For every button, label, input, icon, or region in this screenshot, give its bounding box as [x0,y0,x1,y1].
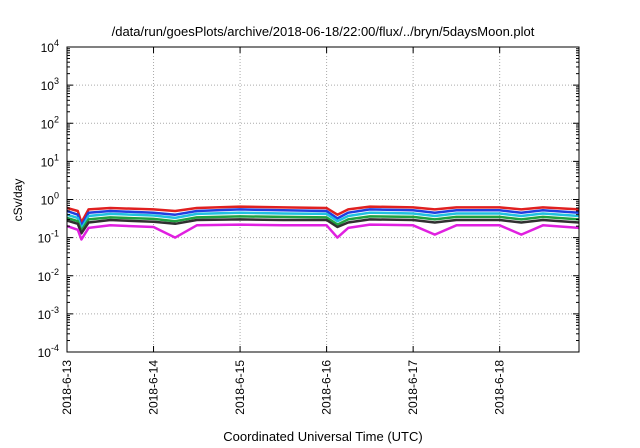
y-tick-base: 10 [41,194,55,208]
y-tick-base: 10 [41,155,55,169]
series-line [66,218,580,235]
series-group [66,205,580,241]
grid [67,47,579,352]
x-tick-label: 2018-6-14 [147,360,161,415]
x-axis: 2018-6-13 2018-6-14 2018-6-15 2018-6-16 2018… [60,47,507,415]
x-tick-label: 2018-6-18 [493,360,507,415]
y-tick-base: 10 [41,79,55,93]
series-line [66,215,580,233]
x-tick-label: 2018-6-13 [60,360,74,415]
y-tick-exponent: 2 [54,114,59,124]
y-axis-label: cSv/day [11,179,25,222]
x-tick-label: 2018-6-17 [406,360,420,415]
y-tick-label: 10-4 [38,343,59,360]
y-tick-exponent: 1 [54,152,59,162]
y-tick-label: 101 [41,152,59,169]
series-line [66,223,580,241]
y-tick-base: 10 [41,41,55,55]
x-tick-label: 2018-6-15 [233,360,247,415]
y-tick-exponent: 3 [54,76,59,86]
y-tick-exponent: -4 [51,343,59,353]
y-tick-exponent: 4 [54,38,59,48]
y-tick-base: 10 [38,232,52,246]
y-tick-label: 104 [41,38,59,55]
y-tick-exponent: 0 [54,191,59,201]
x-axis-label: Coordinated Universal Time (UTC) [223,429,422,444]
y-tick-label: 102 [41,114,59,131]
y-tick-base: 10 [38,270,52,284]
y-tick-label: 10-3 [38,305,59,322]
y-tick-label: 100 [41,191,59,208]
chart-title: /data/run/goesPlots/archive/2018-06-18/2… [112,24,535,39]
series-line [66,205,580,224]
series-line [66,208,580,228]
y-tick-exponent: -1 [51,229,59,239]
y-tick-base: 10 [38,346,52,360]
y-tick-base: 10 [41,117,55,131]
y-tick-base: 10 [38,308,52,322]
x-tick-label: 2018-6-16 [320,360,334,415]
y-tick-label: 10-1 [38,229,59,246]
y-tick-label: 103 [41,76,59,93]
y-tick-exponent: -3 [51,305,59,315]
y-tick-exponent: -2 [51,267,59,277]
y-tick-label: 10-2 [38,267,59,284]
series-line [66,211,580,231]
